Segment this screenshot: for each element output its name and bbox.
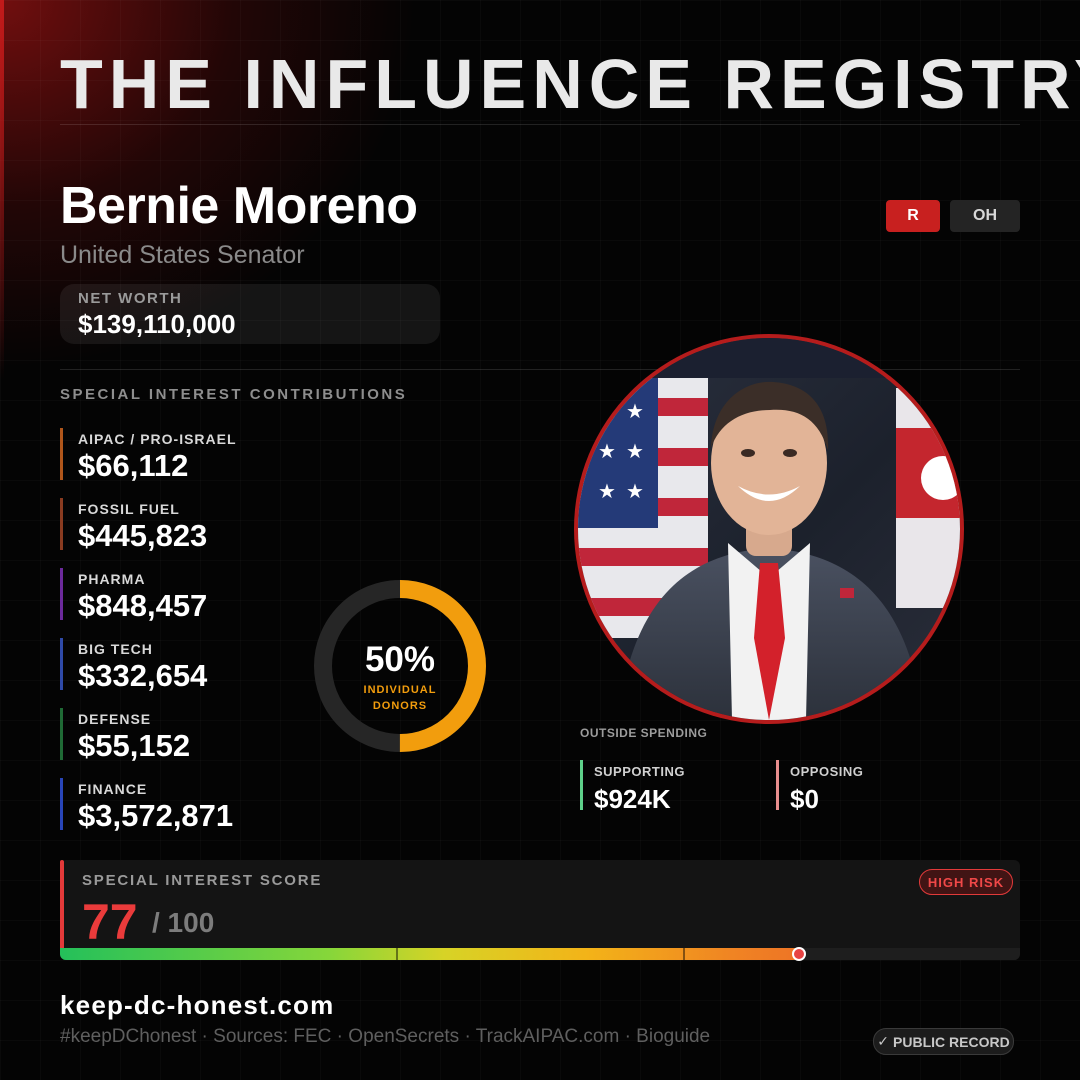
score-accent-bar (60, 860, 64, 950)
person-role: United States Senator (60, 241, 305, 269)
contribution-color-bar (60, 708, 63, 760)
donut-caption-line-2: DONORS (372, 700, 428, 712)
website-link[interactable]: keep-dc-honest.com (60, 990, 335, 1020)
portrait-photo: ★★ ★★ ★★ (578, 338, 960, 720)
score-meter-tick (396, 948, 398, 960)
contribution-label: BIG TECH (78, 641, 153, 657)
opposing-value: $0 (790, 784, 819, 814)
score-meter-fill (60, 948, 799, 960)
net-worth-value: $139,110,000 (78, 309, 236, 339)
contribution-label: FINANCE (78, 781, 148, 797)
opposing-color-bar (776, 760, 779, 810)
score-meter-track (60, 948, 1020, 960)
left-accent-edge (0, 0, 4, 380)
score-max: / 100 (152, 907, 215, 938)
donut-caption: INDIVIDUAL DONORS (343, 682, 457, 714)
svg-text:★: ★ (626, 399, 644, 423)
contribution-label: PHARMA (78, 571, 146, 587)
public-record-label: PUBLIC RECORD (893, 1033, 1010, 1050)
contribution-item-fossil-fuel: FOSSIL FUEL $445,823 (60, 498, 310, 553)
svg-text:★: ★ (626, 479, 644, 503)
contribution-item-aipac: AIPAC / PRO-ISRAEL $66,112 (60, 428, 310, 483)
contribution-value: $445,823 (78, 518, 208, 553)
contribution-value: $55,152 (78, 728, 191, 763)
contribution-item-big-tech: BIG TECH $332,654 (60, 638, 310, 693)
section-divider (60, 369, 1020, 370)
contribution-value: $332,654 (78, 658, 208, 693)
supporting-value: $924K (594, 784, 671, 814)
svg-text:★: ★ (626, 439, 644, 463)
net-worth-label: NET WORTH (78, 290, 183, 307)
svg-text:★: ★ (598, 479, 616, 503)
party-badge: R (886, 200, 940, 232)
contribution-item-defense: DEFENSE $55,152 (60, 708, 310, 763)
risk-badge: HIGH RISK (919, 869, 1013, 895)
opposing-label: OPPOSING (790, 764, 864, 779)
sources-note: #keepDChonest · Sources: FEC · OpenSecre… (60, 1026, 711, 1047)
contribution-item-pharma: PHARMA $848,457 (60, 568, 310, 623)
individual-donors-donut (314, 580, 486, 752)
person-figure (618, 381, 923, 720)
contribution-color-bar (60, 778, 63, 830)
contribution-label: DEFENSE (78, 711, 152, 727)
contribution-value: $3,572,871 (78, 798, 234, 833)
score-meter-tick (683, 948, 685, 960)
score-panel (60, 860, 1020, 960)
portrait-frame: ★★ ★★ ★★ (574, 334, 964, 724)
score-value: 77 (82, 894, 138, 950)
supporting-label: SUPPORTING (594, 764, 685, 779)
supporting-color-bar (580, 760, 583, 810)
contributions-heading: SPECIAL INTEREST CONTRIBUTIONS (60, 386, 408, 403)
header-divider (60, 124, 1020, 125)
score-label: SPECIAL INTEREST SCORE (82, 872, 323, 889)
contribution-label: AIPAC / PRO-ISRAEL (78, 431, 237, 447)
public-record-badge: ✓ PUBLIC RECORD (873, 1028, 1014, 1055)
check-icon: ✓ (877, 1033, 890, 1049)
net-worth-card: NET WORTH $139,110,000 (60, 284, 440, 344)
donut-progress-arc (314, 580, 486, 752)
contribution-label: FOSSIL FUEL (78, 501, 180, 517)
contribution-item-finance: FINANCE $3,572,871 (60, 778, 310, 833)
donut-percent: 50% (364, 640, 436, 679)
contribution-color-bar (60, 568, 63, 620)
donut-caption-line-1: INDIVIDUAL (363, 684, 437, 696)
outside-spending-heading: OUTSIDE SPENDING (580, 726, 708, 740)
svg-text:★: ★ (598, 439, 616, 463)
person-name: Bernie Moreno (60, 177, 418, 235)
score-meter-knob (792, 947, 806, 961)
portrait-illustration: ★★ ★★ ★★ (578, 338, 960, 720)
page-title: THE INFLUENCE REGISTRY (60, 45, 1080, 123)
contribution-color-bar (60, 638, 63, 690)
state-badge: OH (950, 200, 1020, 232)
contribution-value: $66,112 (78, 448, 189, 483)
contribution-value: $848,457 (78, 588, 208, 623)
contribution-color-bar (60, 428, 63, 480)
contribution-color-bar (60, 498, 63, 550)
